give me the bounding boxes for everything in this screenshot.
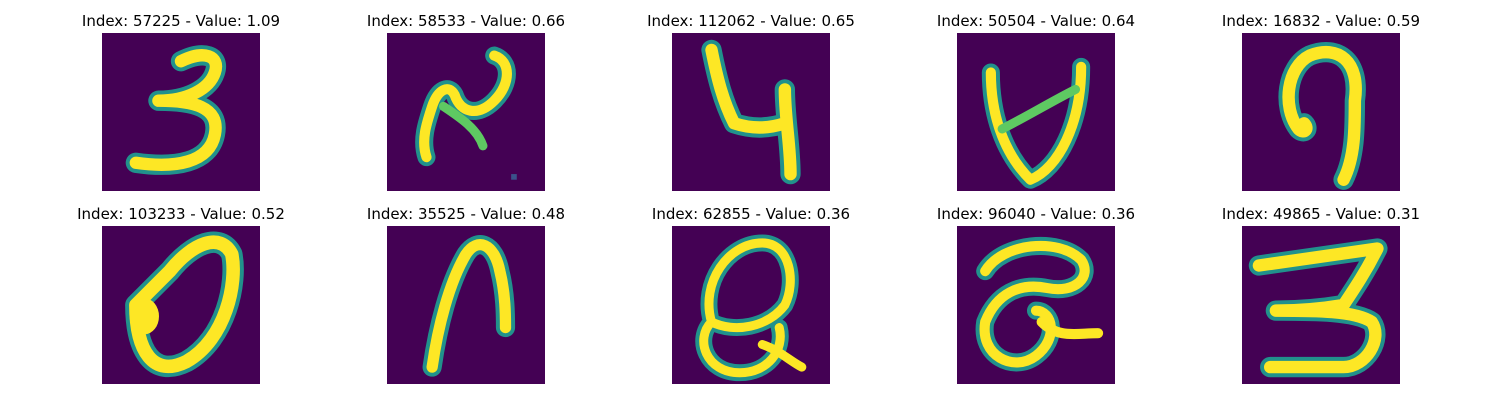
panel-1: Index: 57225 - Value: 1.09 <box>66 9 296 191</box>
panel-title: Index: 103233 - Value: 0.52 <box>77 205 285 223</box>
panel-title: Index: 16832 - Value: 0.59 <box>1221 12 1421 30</box>
panel-2: Index: 58533 - Value: 0.66 <box>351 9 581 191</box>
digit-image-3 <box>102 33 260 191</box>
panel-5: Index: 16832 - Value: 0.59 <box>1206 9 1436 191</box>
panel-title: Index: 62855 - Value: 0.36 <box>651 205 851 223</box>
digit-image-9 <box>1242 33 1400 191</box>
panel-10: Index: 49865 - Value: 0.31 <box>1206 202 1436 384</box>
panel-title: Index: 50504 - Value: 0.64 <box>936 12 1136 30</box>
digit-image-2 <box>387 33 545 191</box>
panel-7: Index: 35525 - Value: 0.48 <box>351 202 581 384</box>
panel-title: Index: 58533 - Value: 0.66 <box>366 12 566 30</box>
panel-6: Index: 103233 - Value: 0.52 <box>66 202 296 384</box>
digit-image-3-wide <box>1242 226 1400 384</box>
digit-image-n <box>387 226 545 384</box>
digit-image-4-open <box>957 33 1115 191</box>
panel-4: Index: 50504 - Value: 0.64 <box>921 9 1151 191</box>
panel-title: Index: 35525 - Value: 0.48 <box>366 205 566 223</box>
panel-8: Index: 62855 - Value: 0.36 <box>636 202 866 384</box>
panel-9: Index: 96040 - Value: 0.36 <box>921 202 1151 384</box>
panel-title: Index: 96040 - Value: 0.36 <box>936 205 1136 223</box>
panel-title: Index: 57225 - Value: 1.09 <box>81 12 281 30</box>
digit-image-0 <box>102 226 260 384</box>
digit-image-4 <box>672 33 830 191</box>
panel-3: Index: 112062 - Value: 0.65 <box>636 9 866 191</box>
panel-title: Index: 49865 - Value: 0.31 <box>1221 205 1421 223</box>
digit-image-a-2 <box>957 226 1115 384</box>
digit-image-a <box>672 226 830 384</box>
panel-title: Index: 112062 - Value: 0.65 <box>647 12 855 30</box>
